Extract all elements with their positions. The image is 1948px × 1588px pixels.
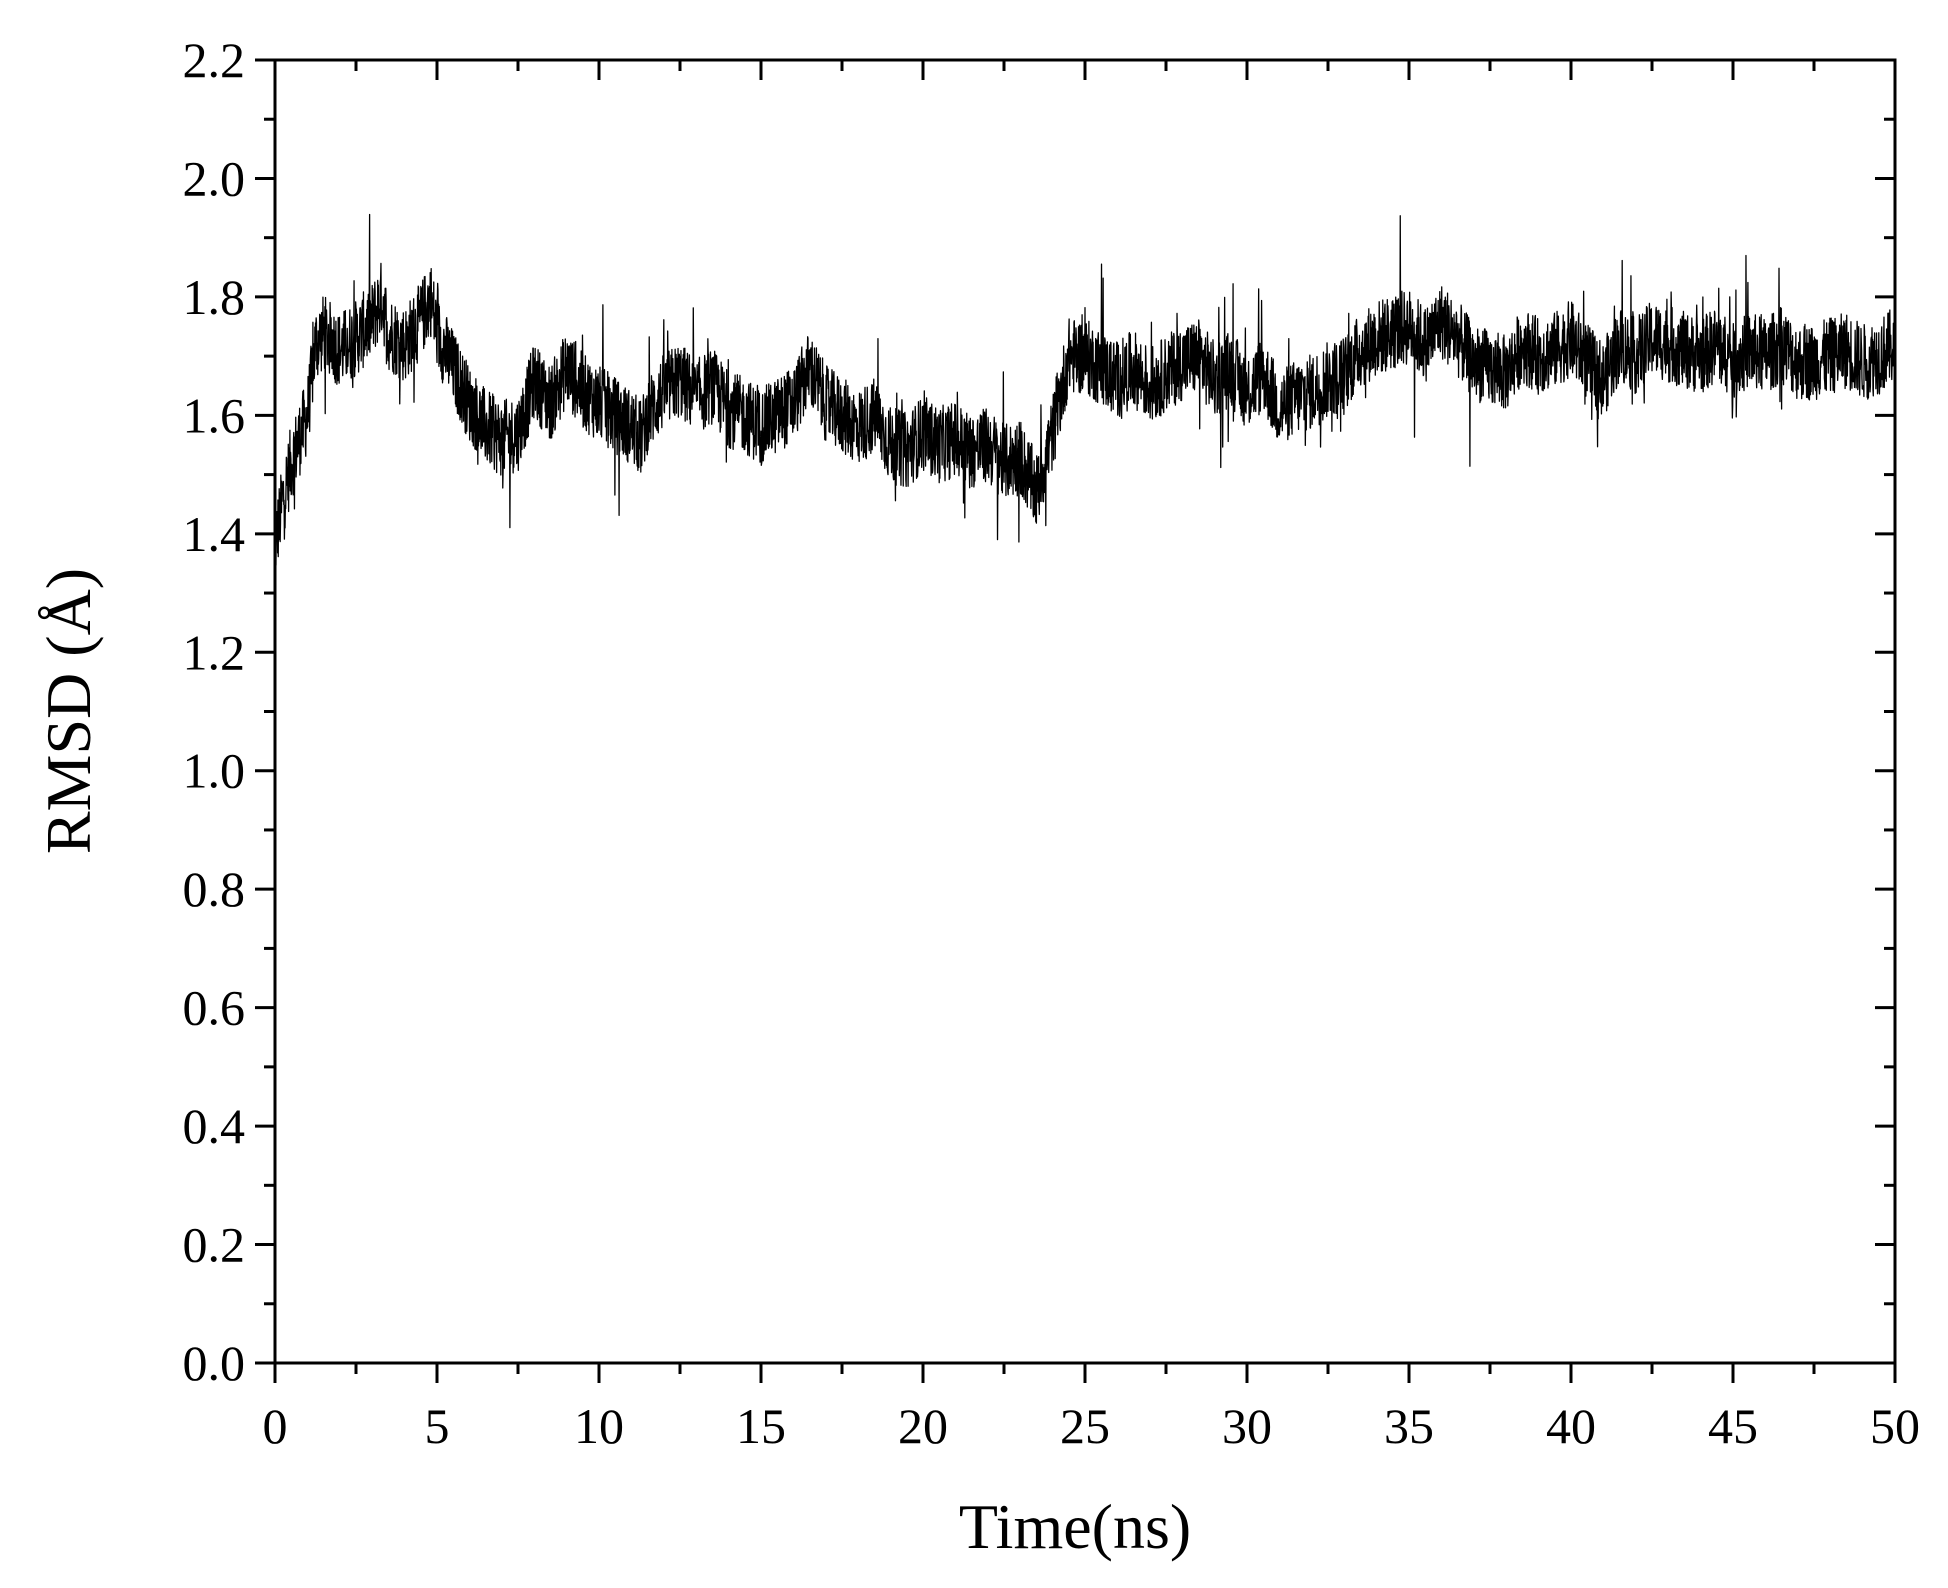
y-tick-label: 0.2 [183, 1217, 246, 1273]
x-tick-label: 0 [263, 1398, 288, 1454]
y-tick-label: 0.8 [183, 861, 246, 917]
x-tick-label: 40 [1546, 1398, 1596, 1454]
series-layer [274, 213, 1896, 566]
tick-labels: 0 5 10 15 20 25 30 35 40 45 50 0.0 0.2 0.4 0.6 0.8 1.0 1.… [183, 32, 1921, 1454]
y-tick-label: 0.6 [183, 980, 246, 1036]
y-tick-label: 1.0 [183, 743, 246, 799]
y-tick-label: 2.2 [183, 32, 246, 88]
y-tick-label: 2.0 [183, 150, 246, 206]
y-tick-label: 1.8 [183, 269, 246, 325]
x-axis-label: Time(ns) [959, 1491, 1191, 1562]
x-tick-label: 25 [1060, 1398, 1110, 1454]
x-tick-label: 50 [1870, 1398, 1920, 1454]
y-tick-label: 1.6 [183, 387, 246, 443]
plot-frame [273, 58, 1897, 1365]
y-tick-label: 0.0 [183, 1335, 246, 1391]
x-tick-label: 5 [425, 1398, 450, 1454]
x-tick-label: 20 [898, 1398, 948, 1454]
x-tick-label: 30 [1222, 1398, 1272, 1454]
y-tick-label: 1.2 [183, 624, 246, 680]
x-tick-label: 45 [1708, 1398, 1758, 1454]
y-tick-label: 1.4 [183, 506, 246, 562]
y-tick-label: 0.4 [183, 1098, 246, 1154]
x-tick-label: 10 [574, 1398, 624, 1454]
x-tick-label: 15 [736, 1398, 786, 1454]
y-axis-label: RMSD (Å) [33, 568, 104, 854]
ticks-layer [255, 58, 1897, 1383]
rmsd-series-line [274, 213, 1896, 566]
x-tick-label: 35 [1384, 1398, 1434, 1454]
